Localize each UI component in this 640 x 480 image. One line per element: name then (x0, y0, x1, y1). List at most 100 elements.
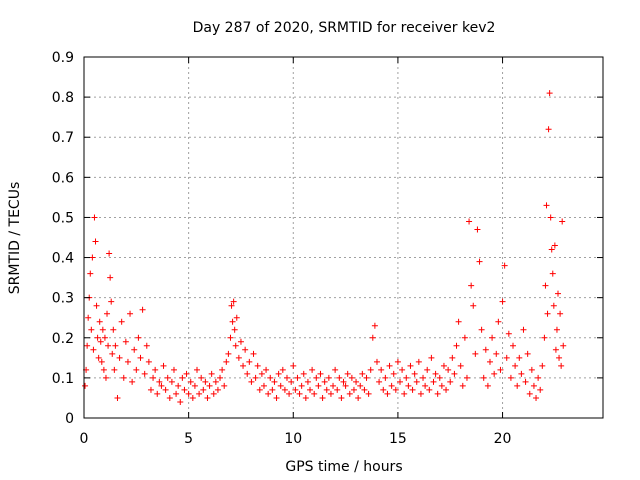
data-point (348, 374, 355, 381)
data-point (217, 374, 224, 381)
y-axis-label: SRMTID / TECUs (7, 182, 23, 295)
data-point (486, 358, 493, 365)
data-point (384, 390, 391, 397)
data-point (100, 366, 107, 373)
data-point (248, 378, 255, 385)
data-point (231, 326, 238, 333)
data-point (118, 318, 125, 325)
data-point (359, 370, 366, 377)
data-point (369, 334, 376, 341)
data-point (219, 366, 226, 373)
data-point (468, 282, 475, 289)
data-point (501, 262, 508, 269)
data-point (154, 390, 161, 397)
data-point (99, 326, 106, 333)
data-point (283, 374, 290, 381)
data-point (407, 362, 414, 369)
data-point (160, 362, 167, 369)
data-point (516, 354, 523, 361)
data-point (110, 326, 117, 333)
data-point (503, 354, 510, 361)
data-point (438, 382, 445, 389)
data-point (96, 318, 103, 325)
data-point (200, 386, 207, 393)
data-point (240, 362, 247, 369)
plot-frame (83, 56, 604, 419)
data-point (522, 378, 529, 385)
data-point (344, 370, 351, 377)
data-point (179, 374, 186, 381)
data-point (214, 386, 221, 393)
data-point (89, 254, 96, 261)
data-point (434, 390, 441, 397)
data-point (106, 250, 113, 257)
data-point (286, 390, 293, 397)
data-point (497, 366, 504, 373)
data-point (528, 366, 535, 373)
data-point (206, 382, 213, 389)
data-point (250, 350, 257, 357)
data-point (116, 354, 123, 361)
data-point (357, 382, 364, 389)
data-point (135, 334, 142, 341)
data-point (432, 370, 439, 377)
data-point (480, 374, 487, 381)
data-point (97, 338, 104, 345)
data-point (185, 390, 192, 397)
data-point (145, 358, 152, 365)
data-point (177, 398, 184, 405)
x-tick-label: 5 (184, 431, 193, 447)
data-point (265, 390, 272, 397)
x-tick-label: 15 (389, 431, 407, 447)
data-point (229, 318, 236, 325)
data-point (353, 378, 360, 385)
y-tick-label: 0.7 (52, 130, 74, 146)
data-point (311, 390, 318, 397)
data-point (394, 358, 401, 365)
data-point (181, 386, 188, 393)
data-point (493, 350, 500, 357)
data-point (489, 334, 496, 341)
data-point (424, 366, 431, 373)
data-point (187, 378, 194, 385)
data-point (445, 366, 452, 373)
data-point (277, 382, 284, 389)
data-point (422, 382, 429, 389)
data-point (526, 390, 533, 397)
data-point (463, 374, 470, 381)
data-point (210, 390, 217, 397)
data-point (98, 358, 105, 365)
data-point (451, 370, 458, 377)
x-axis-label: GPS time / hours (285, 459, 402, 475)
data-point (133, 366, 140, 373)
data-point (223, 358, 230, 365)
data-point (426, 386, 433, 393)
chart-title: Day 287 of 2020, SRMTID for receiver kev… (193, 20, 496, 36)
data-point (449, 354, 456, 361)
data-point (258, 370, 265, 377)
data-point (290, 362, 297, 369)
x-tick-label: 0 (80, 431, 89, 447)
data-point (120, 374, 127, 381)
data-point (168, 378, 175, 385)
data-point (254, 362, 261, 369)
data-point (332, 366, 339, 373)
data-point (150, 374, 157, 381)
data-point (267, 374, 274, 381)
data-point (537, 386, 544, 393)
data-point (401, 390, 408, 397)
data-point (361, 386, 368, 393)
x-tick-labels: 0 5 10 15 20 (80, 431, 512, 447)
data-point (112, 342, 119, 349)
data-point (127, 310, 134, 317)
data-point (466, 218, 473, 225)
data-point (300, 370, 307, 377)
data-point (417, 390, 424, 397)
data-point (518, 370, 525, 377)
y-tick-label: 0.8 (52, 90, 74, 106)
data-point (141, 370, 148, 377)
y-tick-label: 0.9 (52, 50, 74, 66)
data-point (227, 334, 234, 341)
data-point (281, 386, 288, 393)
data-point (232, 342, 239, 349)
